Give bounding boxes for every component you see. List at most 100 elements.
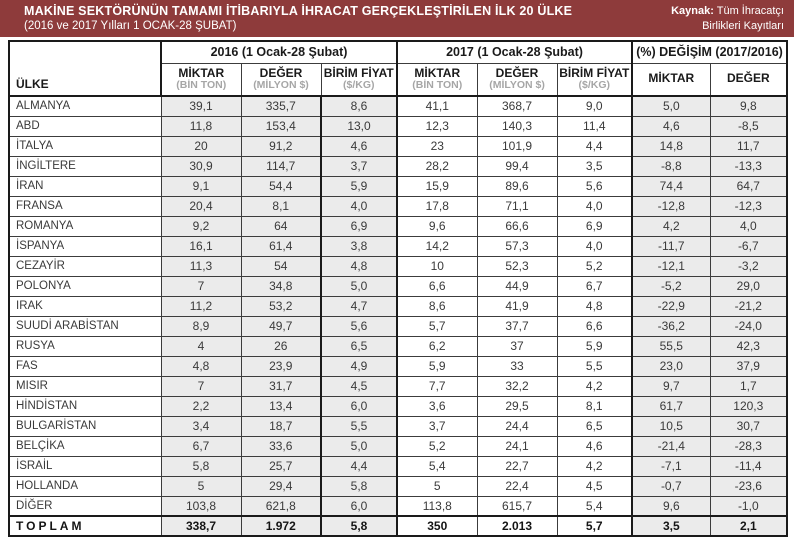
total-row: TOPLAM 338,7 1.972 5,8 350 2.013 5,7 3,5…: [8, 515, 788, 537]
cell-2017-deger: 29,5: [476, 395, 558, 417]
cell-2016-birimfiyat: 5,8: [319, 515, 398, 537]
cell-2017-deger: 37: [476, 335, 558, 357]
cell-2016-miktar: 6,7: [160, 435, 242, 457]
cell-2016-miktar: 4,8: [160, 355, 242, 377]
table-row: ALMANYA 39,1 335,7 8,6 41,1 368,7 9,0 5,…: [8, 95, 788, 117]
cell-2016-miktar: 8,9: [160, 315, 242, 337]
country-cell: FAS: [8, 355, 162, 377]
cell-change-deger: 2,1: [709, 515, 788, 537]
table-row: IRAK 11,2 53,2 4,7 8,6 41,9 4,8 -22,9 -2…: [8, 295, 788, 317]
cell-change-miktar: -0,7: [631, 475, 711, 497]
country-cell: POLONYA: [8, 275, 162, 297]
table-row: FAS 4,8 23,9 4,9 5,9 33 5,5 23,0 37,9: [8, 355, 788, 377]
cell-2017-miktar: 28,2: [396, 155, 478, 177]
cell-change-deger: -12,3: [709, 195, 788, 217]
cell-2017-deger: 41,9: [476, 295, 558, 317]
col-header-2016-deger: DEĞER (MİLYON $): [240, 62, 322, 97]
table-row: MISIR 7 31,7 4,5 7,7 32,2 4,2 9,7 1,7: [8, 375, 788, 397]
cell-2016-birimfiyat: 4,8: [319, 255, 398, 277]
cell-2017-birimfiyat: 4,2: [556, 455, 633, 477]
cell-change-deger: -23,6: [709, 475, 788, 497]
cell-2017-birimfiyat: 8,1: [556, 395, 633, 417]
group-header-row: ÜLKE 2016 (1 Ocak-28 Şubat) 2017 (1 Ocak…: [8, 40, 788, 97]
cell-2016-deger: 26: [240, 335, 322, 357]
cell-2017-miktar: 10: [396, 255, 478, 277]
cell-2017-deger: 24,4: [476, 415, 558, 437]
cell-change-deger: 120,3: [709, 395, 788, 417]
cell-2016-miktar: 11,3: [160, 255, 242, 277]
cell-2017-birimfiyat: 4,4: [556, 135, 633, 157]
cell-2017-birimfiyat: 9,0: [556, 95, 633, 117]
cell-2017-miktar: 5,2: [396, 435, 478, 457]
cell-2016-miktar: 7: [160, 275, 242, 297]
cell-change-deger: 11,7: [709, 135, 788, 157]
cell-change-deger: -28,3: [709, 435, 788, 457]
cell-2016-birimfiyat: 13,0: [319, 115, 398, 137]
cell-2016-miktar: 39,1: [160, 95, 242, 117]
table-body: ALMANYA 39,1 335,7 8,6 41,1 368,7 9,0 5,…: [8, 95, 788, 537]
title-block: MAKİNE SEKTÖRÜNÜN TAMAMI İTİBARIYLA İHRA…: [24, 4, 572, 34]
country-cell: ABD: [8, 115, 162, 137]
cell-2016-birimfiyat: 5,9: [319, 175, 398, 197]
col-header-change-deger: DEĞER: [709, 62, 788, 97]
cell-2017-birimfiyat: 5,6: [556, 175, 633, 197]
col-header-change-miktar: MİKTAR: [631, 62, 711, 97]
cell-change-miktar: 3,5: [631, 515, 711, 537]
cell-2017-deger: 33: [476, 355, 558, 377]
cell-2016-miktar: 9,1: [160, 175, 242, 197]
cell-2017-birimfiyat: 5,7: [556, 515, 633, 537]
cell-2017-deger: 140,3: [476, 115, 558, 137]
cell-2017-deger: 44,9: [476, 275, 558, 297]
cell-2016-deger: 153,4: [240, 115, 322, 137]
cell-2016-miktar: 4: [160, 335, 242, 357]
cell-2017-miktar: 9,6: [396, 215, 478, 237]
cell-2016-deger: 13,4: [240, 395, 322, 417]
cell-2016-birimfiyat: 6,0: [319, 495, 398, 517]
cell-2016-miktar: 20: [160, 135, 242, 157]
cell-change-deger: -24,0: [709, 315, 788, 337]
cell-2017-miktar: 6,6: [396, 275, 478, 297]
cell-change-miktar: 10,5: [631, 415, 711, 437]
cell-2017-deger: 22,4: [476, 475, 558, 497]
cell-change-deger: 30,7: [709, 415, 788, 437]
cell-2016-deger: 64: [240, 215, 322, 237]
cell-change-deger: -21,2: [709, 295, 788, 317]
country-cell: İSRAİL: [8, 455, 162, 477]
cell-2016-birimfiyat: 5,8: [319, 475, 398, 497]
cell-2017-birimfiyat: 6,9: [556, 215, 633, 237]
cell-2016-deger: 31,7: [240, 375, 322, 397]
cell-2017-deger: 615,7: [476, 495, 558, 517]
cell-change-deger: -13,3: [709, 155, 788, 177]
cell-2016-birimfiyat: 5,5: [319, 415, 398, 437]
cell-change-miktar: -8,8: [631, 155, 711, 177]
cell-2016-miktar: 11,2: [160, 295, 242, 317]
cell-2016-birimfiyat: 5,0: [319, 275, 398, 297]
cell-change-deger: 64,7: [709, 175, 788, 197]
country-cell: CEZAYİR: [8, 255, 162, 277]
cell-2017-miktar: 7,7: [396, 375, 478, 397]
cell-change-miktar: 23,0: [631, 355, 711, 377]
table-row: ABD 11,8 153,4 13,0 12,3 140,3 11,4 4,6 …: [8, 115, 788, 137]
cell-change-miktar: 9,7: [631, 375, 711, 397]
cell-2016-miktar: 11,8: [160, 115, 242, 137]
cell-2016-birimfiyat: 4,6: [319, 135, 398, 157]
country-cell: RUSYA: [8, 335, 162, 357]
cell-2017-birimfiyat: 5,9: [556, 335, 633, 357]
cell-change-deger: 37,9: [709, 355, 788, 377]
cell-2017-miktar: 23: [396, 135, 478, 157]
cell-2016-deger: 18,7: [240, 415, 322, 437]
country-cell: ROMANYA: [8, 215, 162, 237]
cell-2016-deger: 34,8: [240, 275, 322, 297]
cell-2017-miktar: 3,7: [396, 415, 478, 437]
cell-change-miktar: -22,9: [631, 295, 711, 317]
cell-change-deger: -1,0: [709, 495, 788, 517]
cell-2016-birimfiyat: 8,6: [319, 95, 398, 117]
group-header-2017: 2017 (1 Ocak-28 Şubat): [396, 40, 633, 64]
cell-2017-deger: 24,1: [476, 435, 558, 457]
cell-2016-miktar: 5: [160, 475, 242, 497]
cell-2017-birimfiyat: 4,6: [556, 435, 633, 457]
table-row: HİNDİSTAN 2,2 13,4 6,0 3,6 29,5 8,1 61,7…: [8, 395, 788, 417]
cell-2016-birimfiyat: 6,5: [319, 335, 398, 357]
cell-2017-deger: 368,7: [476, 95, 558, 117]
cell-2016-miktar: 338,7: [160, 515, 242, 537]
